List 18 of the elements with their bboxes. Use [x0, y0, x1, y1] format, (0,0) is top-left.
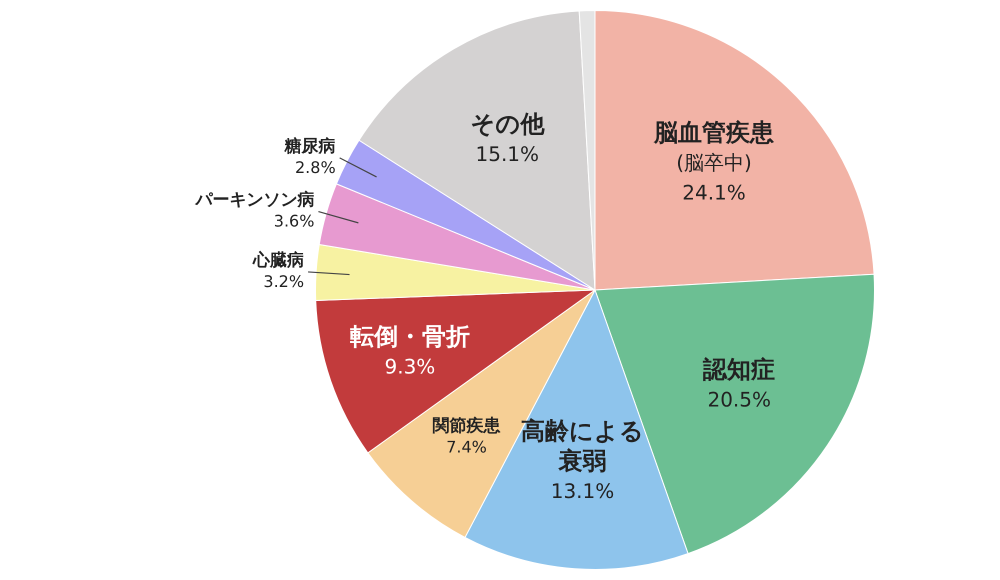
data-label: 15.1%: [475, 142, 540, 166]
slice-label: 高齢による衰弱: [520, 417, 644, 476]
slice-label: 糖尿病: [284, 136, 336, 156]
slice-label: 認知症: [702, 355, 776, 384]
slice-label: パーキンソン病: [194, 190, 314, 210]
data-label: 9.3%: [384, 354, 436, 379]
slice-label: 心臓病: [252, 250, 304, 270]
data-label: 3.2%: [263, 272, 304, 292]
slice-label: 脳血管疾患 (脳卒中): [653, 118, 776, 174]
data-label: 7.4%: [446, 438, 487, 457]
data-label: 20.5%: [707, 387, 772, 412]
slice-label: 関節疾患: [432, 416, 502, 436]
data-label: 2.8%: [295, 158, 336, 178]
data-label: 3.6%: [274, 212, 314, 231]
data-label: 13.1%: [550, 479, 614, 504]
slice-label: 転倒・骨折: [350, 322, 470, 351]
data-label: 24.1%: [682, 180, 746, 204]
slice-label: その他: [470, 110, 546, 138]
